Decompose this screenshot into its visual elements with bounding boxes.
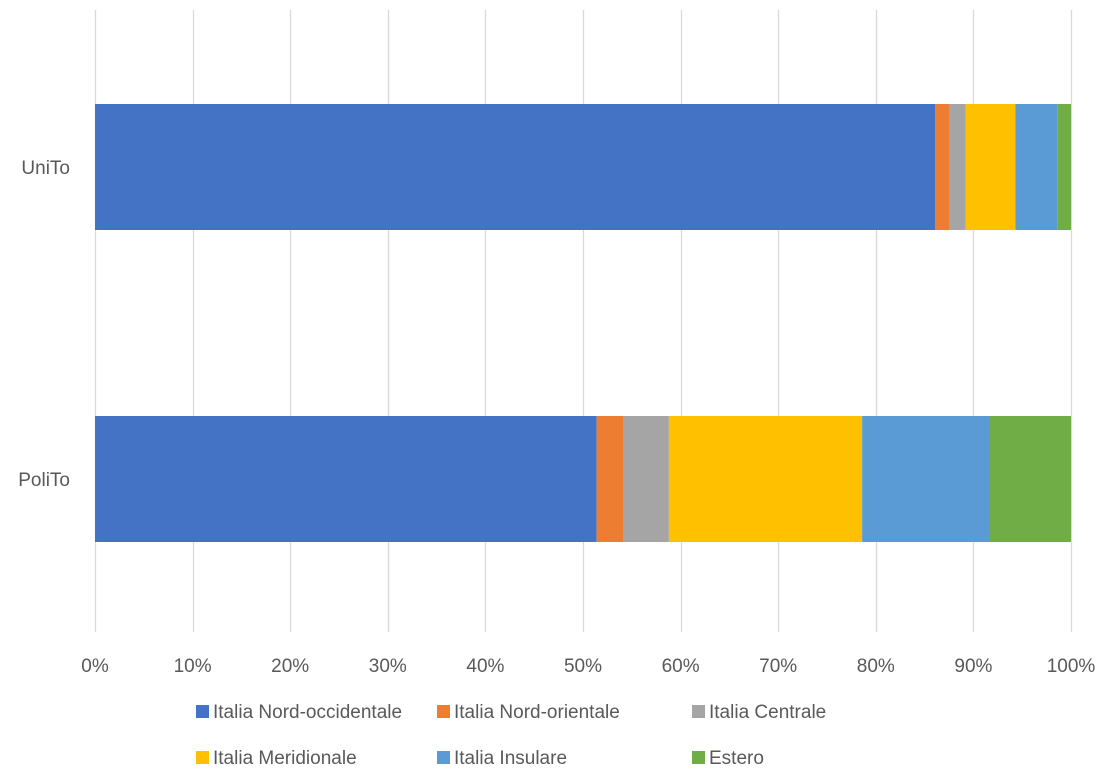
category-labels: UniTo PoliTo <box>18 158 70 491</box>
legend-label: Italia Nord-orientale <box>454 702 620 723</box>
legend-item: Italia Insulare <box>437 748 567 769</box>
legend-swatch <box>692 705 705 718</box>
bar-segment <box>965 104 1016 230</box>
bar-segment <box>95 416 597 542</box>
bar-segment <box>1015 104 1058 230</box>
legend-swatch <box>437 751 450 764</box>
category-label: PoliTo <box>18 470 70 491</box>
bar-segment <box>1057 104 1071 230</box>
x-tick-label: 50% <box>564 656 602 677</box>
bar-segment <box>935 104 949 230</box>
legend-swatch <box>437 705 450 718</box>
category-label: UniTo <box>21 158 70 179</box>
legend-label: Italia Insulare <box>454 748 567 769</box>
legend-item: Italia Nord-orientale <box>437 702 620 723</box>
legend-item: Italia Meridionale <box>196 748 357 769</box>
bar-segment <box>623 416 669 542</box>
x-tick-label: 0% <box>81 656 109 677</box>
bar-segment <box>989 416 1071 542</box>
x-tick-label: 70% <box>759 656 797 677</box>
legend: Italia Nord-occidentale Italia Nord-orien… <box>196 702 826 769</box>
bar-segment <box>95 104 936 230</box>
legend-item: Estero <box>692 748 764 769</box>
bar-segment <box>949 104 966 230</box>
x-tick-label: 20% <box>271 656 309 677</box>
x-tick-label: 30% <box>369 656 407 677</box>
bar-segment <box>862 416 990 542</box>
legend-item: Italia Centrale <box>692 702 826 723</box>
legend-label: Italia Nord-occidentale <box>213 702 402 723</box>
x-tick-label: 100% <box>1047 656 1096 677</box>
legend-label: Estero <box>709 748 764 769</box>
x-tick-label: 90% <box>954 656 992 677</box>
x-axis-tick-labels: 0% 10% 20% 30% 40% 50% 60% 70% 80% 90% 100% <box>81 656 1095 677</box>
x-tick-label: 40% <box>466 656 504 677</box>
legend-swatch <box>692 751 705 764</box>
legend-swatch <box>196 705 209 718</box>
legend-swatch <box>196 751 209 764</box>
legend-item: Italia Nord-occidentale <box>196 702 402 723</box>
x-tick-label: 60% <box>662 656 700 677</box>
bar-segment <box>668 416 863 542</box>
legend-label: Italia Meridionale <box>213 748 357 769</box>
x-tick-label: 10% <box>174 656 212 677</box>
bars <box>95 104 1071 542</box>
x-tick-label: 80% <box>857 656 895 677</box>
bar-segment <box>596 416 624 542</box>
legend-label: Italia Centrale <box>709 702 826 723</box>
